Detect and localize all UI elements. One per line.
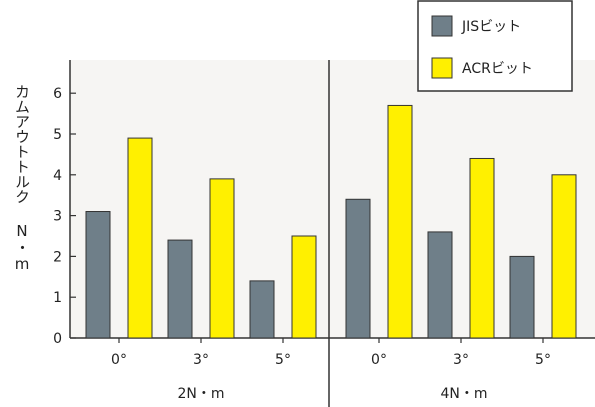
- bar-jis-2: [249, 280, 275, 339]
- y-tick-label: 4: [53, 168, 62, 184]
- bars: [85, 104, 577, 339]
- bar-jis-1: [167, 239, 193, 339]
- legend-label-acr: ACRビット: [462, 61, 533, 77]
- bar-jis-3: [345, 198, 371, 339]
- y-tick-label: 3: [53, 209, 62, 225]
- legend-label-jis: JISビット: [461, 19, 521, 35]
- y-tick-label: 2: [53, 249, 62, 265]
- bar-acr-5: [551, 174, 577, 339]
- bar-acr-3: [387, 104, 413, 339]
- bar-jis-5: [509, 255, 535, 339]
- category-labels: 0° 3° 5° 0° 3° 5°: [111, 338, 551, 368]
- y-ticks: 0 1 2 3 4 5 6: [53, 86, 76, 347]
- y-tick-label: 5: [53, 127, 62, 143]
- legend-swatch-acr: [431, 57, 453, 79]
- bar-jis-0: [85, 211, 111, 339]
- bar-acr-2: [291, 235, 317, 339]
- group-label-2nm: 2N・m: [177, 386, 224, 402]
- legend: JISビット ACRビット: [417, 0, 573, 92]
- group-label-4nm: 4N・m: [440, 386, 487, 402]
- x-category-label: 5°: [275, 352, 291, 368]
- y-axis-label: カムアウトトルク N・m: [13, 84, 31, 273]
- bar-acr-0: [127, 137, 153, 339]
- x-category-label: 3°: [453, 352, 469, 368]
- x-category-label: 5°: [535, 352, 551, 368]
- y-tick-label: 6: [53, 86, 62, 102]
- x-category-label: 0°: [111, 352, 127, 368]
- plot-background: [70, 60, 595, 338]
- x-category-label: 3°: [193, 352, 209, 368]
- bar-jis-4: [427, 231, 453, 339]
- y-tick-label: 1: [53, 290, 62, 306]
- bar-acr-1: [209, 178, 235, 339]
- legend-swatch-jis: [431, 15, 453, 37]
- y-tick-label: 0: [53, 331, 62, 347]
- bar-acr-4: [469, 157, 495, 339]
- x-category-label: 0°: [371, 352, 387, 368]
